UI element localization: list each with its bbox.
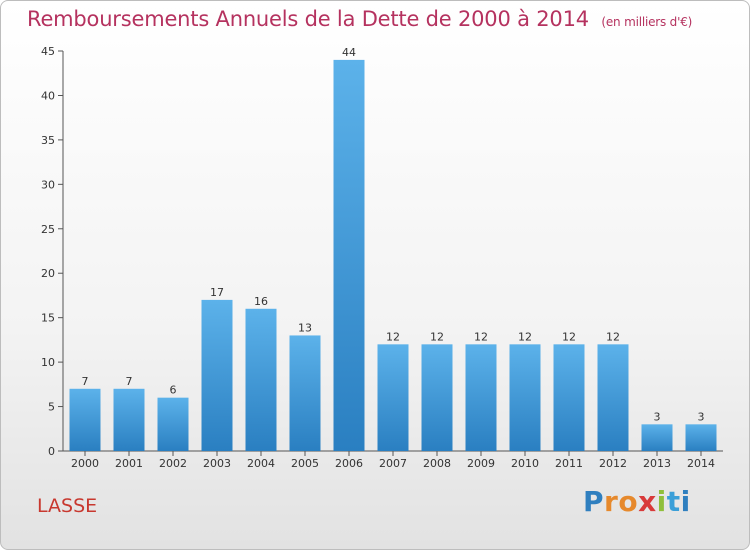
data-label-2013: 3 [654, 410, 661, 423]
bar-2010 [509, 344, 541, 451]
data-label-2000: 7 [82, 375, 89, 388]
data-label-2005: 13 [298, 321, 312, 334]
x-tick-label: 2009 [467, 457, 495, 470]
bar-2008 [421, 344, 453, 451]
logo-letter: t [666, 485, 681, 518]
data-labels: 7 7 6 17 16 13 44 12 12 12 12 12 12 3 3 [82, 46, 705, 423]
x-tick-label: 2008 [423, 457, 451, 470]
data-label-2006: 44 [342, 46, 356, 59]
logo-letter: i [680, 485, 691, 518]
commune-name: LASSE [37, 495, 98, 517]
chart-title: Remboursements Annuels de la Dette de 20… [27, 7, 692, 31]
x-tick-label: 2004 [247, 457, 275, 470]
bar-2003 [201, 299, 233, 451]
data-label-2011: 12 [562, 330, 576, 343]
bar-2013 [641, 424, 673, 451]
x-tick-label: 2000 [71, 457, 99, 470]
bar-series [69, 59, 717, 452]
x-tick-label: 2013 [643, 457, 671, 470]
x-tick-label: 2001 [115, 457, 143, 470]
y-tick-label: 20 [41, 267, 55, 280]
data-label-2003: 17 [210, 286, 224, 299]
chart-subtitle: (en milliers d'€) [601, 15, 693, 29]
data-label-2002: 6 [170, 384, 177, 397]
x-tick-label: 2011 [555, 457, 583, 470]
y-tick-label: 30 [41, 178, 55, 191]
bar-2009 [465, 344, 497, 451]
bar-2005 [289, 335, 321, 451]
y-tick-label: 5 [48, 401, 55, 414]
data-label-2007: 12 [386, 330, 400, 343]
y-tick-label: 25 [41, 223, 55, 236]
x-tick-label: 2006 [335, 457, 363, 470]
y-axis: 0 5 10 15 20 25 30 35 40 45 [41, 45, 64, 458]
bar-2002 [157, 397, 189, 451]
data-label-2004: 16 [254, 295, 268, 308]
x-tick-label: 2007 [379, 457, 407, 470]
bar-2014 [685, 424, 717, 451]
chart-title-text: Remboursements Annuels de la Dette de 20… [27, 7, 589, 31]
data-label-2008: 12 [430, 330, 444, 343]
logo-letter: o [618, 485, 639, 518]
x-tick-label: 2002 [159, 457, 187, 470]
x-tick-label: 2005 [291, 457, 319, 470]
x-tick-label: 2014 [687, 457, 715, 470]
proxiti-logo: Proxiti [583, 485, 691, 518]
x-tick-label: 2010 [511, 457, 539, 470]
y-tick-label: 10 [41, 356, 55, 369]
data-label-2012: 12 [606, 330, 620, 343]
data-label-2009: 12 [474, 330, 488, 343]
y-tick-label: 45 [41, 45, 55, 58]
y-tick-label: 0 [48, 445, 55, 458]
logo-letter: i [656, 485, 667, 518]
bar-2011 [553, 344, 585, 451]
bar-2001 [113, 388, 145, 451]
bar-2006 [333, 59, 365, 452]
x-axis: 2000 2001 2002 2003 2004 2005 2006 2007 2008 2009… [63, 450, 723, 470]
bar-2007 [377, 344, 409, 451]
logo-letter: x [638, 485, 657, 518]
data-label-2014: 3 [698, 410, 705, 423]
bar-2012 [597, 344, 629, 451]
logo-letter: r [604, 485, 619, 518]
logo-letter: P [583, 485, 605, 518]
bar-2004 [245, 308, 277, 451]
x-tick-label: 2003 [203, 457, 231, 470]
data-label-2010: 12 [518, 330, 532, 343]
y-tick-label: 40 [41, 89, 55, 102]
y-tick-label: 15 [41, 312, 55, 325]
y-tick-label: 35 [41, 134, 55, 147]
bar-2000 [69, 388, 101, 451]
data-label-2001: 7 [126, 375, 133, 388]
x-tick-label: 2012 [599, 457, 627, 470]
